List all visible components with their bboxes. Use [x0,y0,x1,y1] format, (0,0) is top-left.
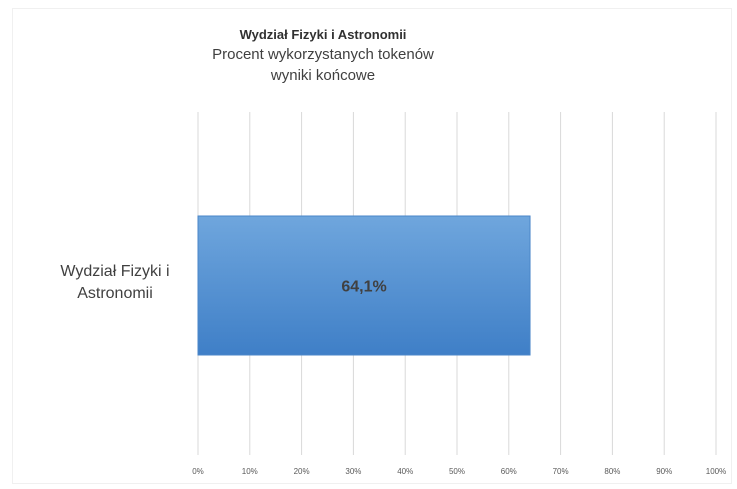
chart-subtitle-line-2: wyniki końcowe [270,67,376,84]
category-label-line-2: Astronomii [77,285,153,302]
x-tick-label: 40% [397,467,413,476]
category-label-line-1: Wydział Fizyki i [60,263,170,280]
chart-title-block: Wydział Fizyki i Astronomii Procent wyko… [170,26,476,86]
x-tick-label: 30% [345,467,361,476]
x-tick-label: 90% [656,467,672,476]
bar [197,215,531,356]
x-tick-label: 20% [294,467,310,476]
category-label: Wydział Fizyki i Astronomii [40,261,190,305]
x-tick-label: 0% [192,467,204,476]
chart-subtitle-line-1: Procent wykorzystanych tokenów [212,46,434,63]
x-tick-label: 60% [501,467,517,476]
x-tick-label: 10% [242,467,258,476]
chart-title: Wydział Fizyki i Astronomii [239,27,407,42]
bar-data-label: 64,1% [341,279,386,296]
x-axis-ticks: 0% 10% 20% 30% 40% 50% 60% 70% 80% 90% 100% [192,467,726,476]
x-tick-label: 100% [706,467,726,476]
x-tick-label: 50% [449,467,465,476]
bars: 64,1% [197,215,531,356]
x-tick-label: 70% [553,467,569,476]
x-tick-label: 80% [604,467,620,476]
